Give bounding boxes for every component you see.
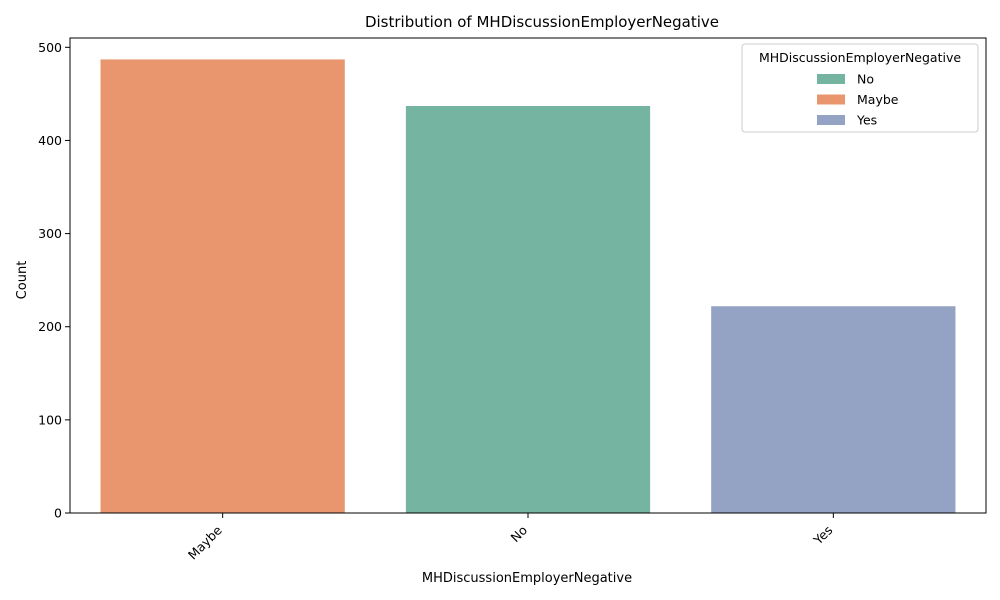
y-tick-label: 200 xyxy=(38,319,62,334)
bar-yes xyxy=(711,306,956,513)
legend-swatch xyxy=(817,94,845,105)
y-tick-label: 500 xyxy=(38,40,62,55)
axes-frame xyxy=(69,37,987,514)
y-tick-label: 400 xyxy=(38,133,62,148)
y-axis-label: Count xyxy=(15,261,30,300)
x-tick-label: No xyxy=(507,523,530,546)
y-tick-label: 0 xyxy=(54,506,62,521)
x-tick-label: Yes xyxy=(810,523,836,549)
legend-swatch xyxy=(817,115,845,125)
bar-maybe xyxy=(100,59,345,513)
y-tick-label: 100 xyxy=(38,412,62,427)
legend-label: Maybe xyxy=(857,92,899,107)
legend-label: Yes xyxy=(856,113,877,128)
y-tick-label: 300 xyxy=(38,226,62,241)
legend-title: MHDiscussionEmployerNegative xyxy=(759,50,961,65)
legend-swatch xyxy=(817,74,845,84)
bar-no xyxy=(405,105,651,513)
x-tick-label: Maybe xyxy=(185,522,225,562)
legend-label: No xyxy=(857,72,874,87)
chart-title: Distribution of MHDiscussionEmployerNega… xyxy=(365,13,719,31)
legend-box xyxy=(741,43,979,133)
x-axis-label: MHDiscussionEmployerNegative xyxy=(422,571,632,586)
plot-area: Maybe No Yes 0 100 200 300 400 500 xyxy=(38,37,987,562)
legend: MHDiscussionEmployerNegative No Maybe Yes xyxy=(741,43,979,133)
